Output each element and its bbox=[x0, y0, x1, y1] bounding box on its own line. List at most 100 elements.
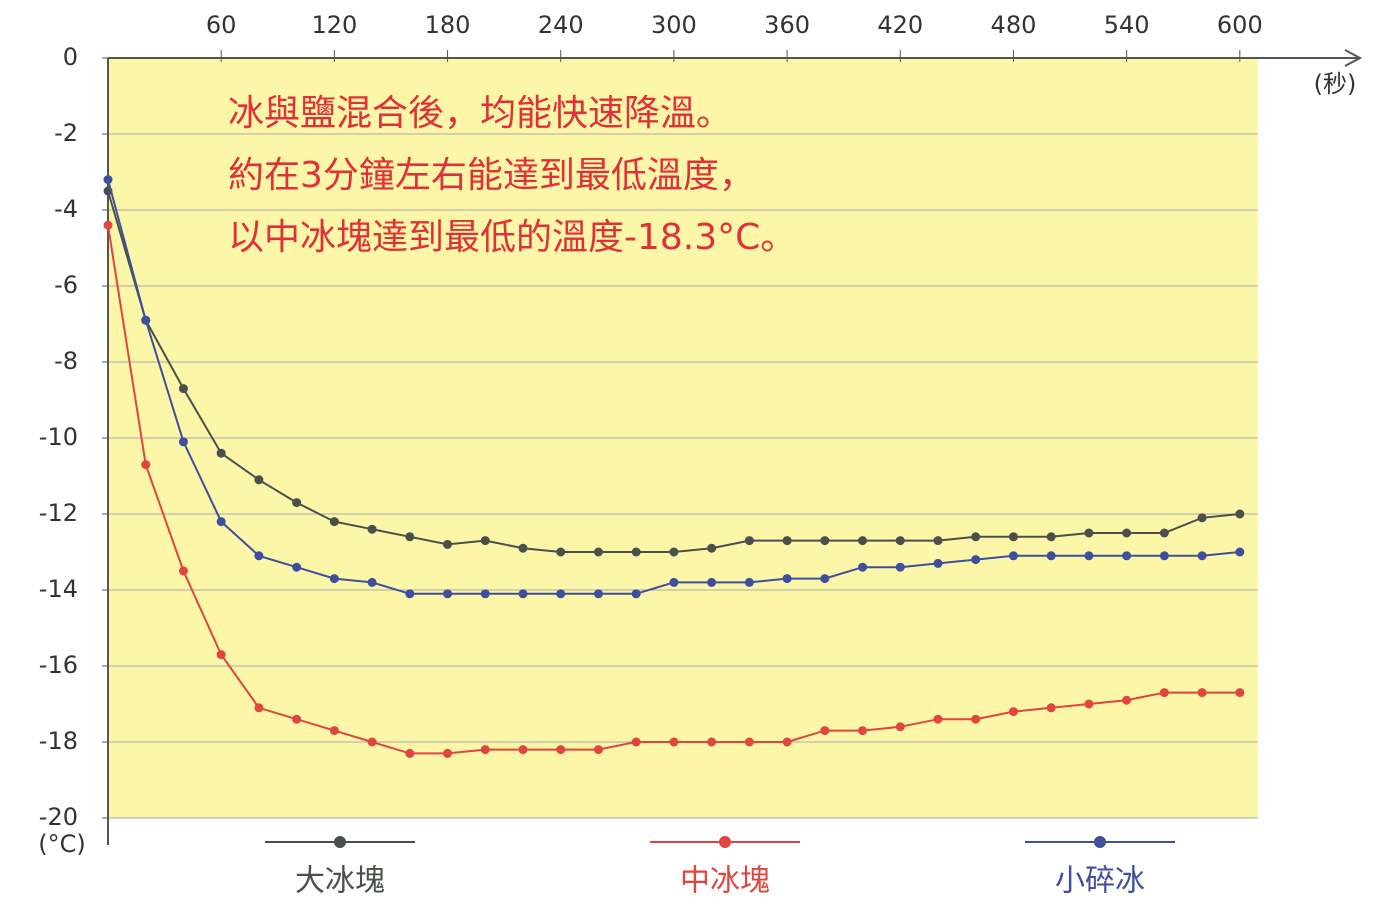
data-point bbox=[519, 544, 528, 553]
data-point bbox=[1235, 510, 1244, 519]
data-point bbox=[556, 745, 565, 754]
data-point bbox=[632, 548, 641, 557]
x-tick-label: 300 bbox=[651, 11, 697, 39]
data-point bbox=[443, 589, 452, 598]
data-point bbox=[934, 715, 943, 724]
data-point bbox=[368, 738, 377, 747]
data-point bbox=[971, 555, 980, 564]
data-point bbox=[896, 722, 905, 731]
x-axis-label: (秒) bbox=[1314, 70, 1357, 98]
annotation: 約在3分鐘左右能達到最低溫度， bbox=[228, 155, 755, 196]
data-point bbox=[443, 540, 452, 549]
data-point bbox=[481, 589, 490, 598]
x-tick-label: 180 bbox=[425, 11, 471, 39]
y-tick-label: -18 bbox=[39, 727, 78, 755]
data-point bbox=[330, 517, 339, 526]
data-point bbox=[820, 536, 829, 545]
data-point bbox=[330, 574, 339, 583]
data-point bbox=[481, 745, 490, 754]
x-tick-label: 240 bbox=[538, 11, 584, 39]
data-point bbox=[179, 437, 188, 446]
chart: (秒) (°C) 0-2-4-6-8-10-12-14-16-18-206012… bbox=[0, 0, 1385, 905]
data-point bbox=[1122, 696, 1131, 705]
data-point bbox=[896, 536, 905, 545]
x-tick-label: 540 bbox=[1104, 11, 1150, 39]
y-tick-label: -14 bbox=[39, 575, 78, 603]
data-point bbox=[481, 536, 490, 545]
y-tick-label: -2 bbox=[54, 119, 78, 147]
data-point bbox=[405, 589, 414, 598]
legend-label: 大冰塊 bbox=[295, 864, 385, 899]
data-point bbox=[971, 715, 980, 724]
data-point bbox=[783, 574, 792, 583]
y-axis-label: (°C) bbox=[38, 830, 85, 858]
data-point bbox=[368, 525, 377, 534]
x-tick-label: 60 bbox=[206, 11, 237, 39]
data-point bbox=[368, 578, 377, 587]
x-tick-label: 120 bbox=[311, 11, 357, 39]
data-point bbox=[1009, 532, 1018, 541]
data-point bbox=[1047, 551, 1056, 560]
data-point bbox=[971, 532, 980, 541]
data-point bbox=[1235, 548, 1244, 557]
data-point bbox=[330, 726, 339, 735]
data-point bbox=[858, 563, 867, 572]
data-point bbox=[254, 475, 263, 484]
data-point bbox=[896, 563, 905, 572]
data-point bbox=[1009, 707, 1018, 716]
data-point bbox=[594, 548, 603, 557]
data-point bbox=[707, 738, 716, 747]
legend-marker bbox=[1094, 836, 1106, 848]
legend-label: 中冰塊 bbox=[680, 864, 770, 899]
data-point bbox=[632, 738, 641, 747]
data-point bbox=[632, 589, 641, 598]
data-point bbox=[1122, 529, 1131, 538]
data-point bbox=[669, 548, 678, 557]
data-point bbox=[292, 715, 301, 724]
data-point bbox=[1160, 529, 1169, 538]
data-point bbox=[858, 726, 867, 735]
y-tick-label: -10 bbox=[39, 423, 78, 451]
data-point bbox=[104, 221, 113, 230]
y-tick-label: -6 bbox=[54, 271, 78, 299]
y-tick-label: -20 bbox=[39, 803, 78, 831]
data-point bbox=[443, 749, 452, 758]
y-tick-label: -4 bbox=[54, 195, 78, 223]
data-point bbox=[556, 548, 565, 557]
data-point bbox=[556, 589, 565, 598]
data-point bbox=[1122, 551, 1131, 560]
data-point bbox=[292, 563, 301, 572]
data-point bbox=[254, 703, 263, 712]
data-point bbox=[934, 559, 943, 568]
data-point bbox=[934, 536, 943, 545]
data-point bbox=[1047, 703, 1056, 712]
data-point bbox=[519, 589, 528, 598]
data-point bbox=[1198, 513, 1207, 522]
data-point bbox=[1160, 688, 1169, 697]
y-tick-label: -8 bbox=[54, 347, 78, 375]
data-point bbox=[1198, 551, 1207, 560]
data-point bbox=[707, 544, 716, 553]
annotation: 以中冰塊達到最低的溫度-18.3°C。 bbox=[228, 217, 796, 258]
x-tick-label: 360 bbox=[764, 11, 810, 39]
data-point bbox=[707, 578, 716, 587]
data-point bbox=[1047, 532, 1056, 541]
data-point bbox=[669, 738, 678, 747]
data-point bbox=[858, 536, 867, 545]
y-tick-label: -12 bbox=[39, 499, 78, 527]
data-point bbox=[217, 517, 226, 526]
data-point bbox=[104, 175, 113, 184]
data-point bbox=[820, 726, 829, 735]
data-point bbox=[292, 498, 301, 507]
data-point bbox=[179, 567, 188, 576]
x-tick-label: 480 bbox=[991, 11, 1037, 39]
data-point bbox=[745, 578, 754, 587]
data-point bbox=[254, 551, 263, 560]
data-point bbox=[141, 316, 150, 325]
data-point bbox=[594, 745, 603, 754]
data-point bbox=[820, 574, 829, 583]
data-point bbox=[217, 449, 226, 458]
legend-marker bbox=[719, 836, 731, 848]
data-point bbox=[594, 589, 603, 598]
data-point bbox=[1084, 551, 1093, 560]
